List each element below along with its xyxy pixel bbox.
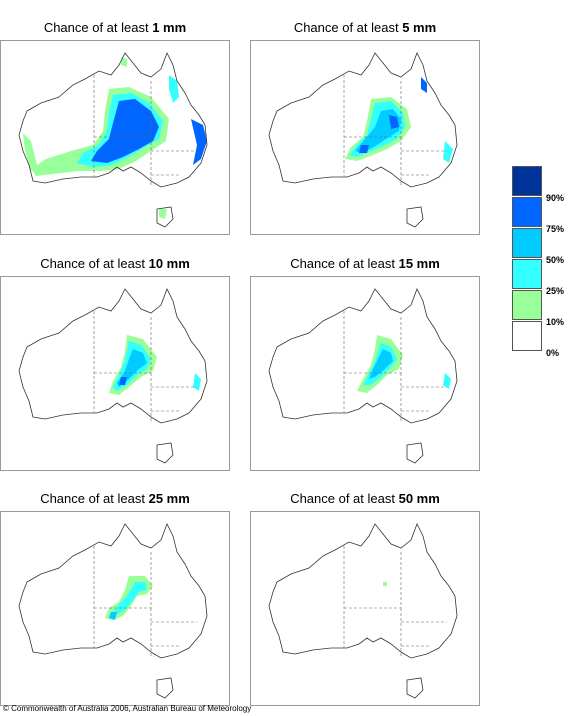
legend-label-0: 0% bbox=[546, 348, 560, 358]
panel-title-50mm: Chance of at least 50 mm bbox=[290, 491, 440, 506]
legend-swatch-0-10 bbox=[512, 321, 542, 351]
rain-probability-shading bbox=[105, 576, 153, 620]
panel-title-25mm: Chance of at least 25 mm bbox=[40, 491, 190, 506]
panel-title-15mm: Chance of at least 15 mm bbox=[290, 256, 440, 271]
panel-title-5mm: Chance of at least 5 mm bbox=[293, 20, 437, 35]
australia-map-25mm bbox=[18, 523, 208, 699]
australia-map-50mm bbox=[268, 523, 458, 699]
map-panel-1mm bbox=[0, 40, 230, 235]
legend-swatch-75-90 bbox=[512, 197, 542, 227]
coastline-outline bbox=[268, 523, 458, 699]
state-borders bbox=[93, 75, 197, 187]
rain-probability-shading bbox=[357, 335, 451, 393]
legend-label-50: 50% bbox=[546, 255, 565, 265]
panel-title-10mm: Chance of at least 10 mm bbox=[40, 256, 190, 271]
coastline-outline bbox=[18, 288, 208, 464]
coastline-outline bbox=[268, 52, 458, 228]
state-borders bbox=[343, 75, 447, 187]
legend-label-75: 75% bbox=[546, 224, 565, 234]
australia-map-5mm bbox=[268, 52, 458, 228]
legend-swatch-10-25 bbox=[512, 290, 542, 320]
legend-swatch-90-100 bbox=[512, 166, 542, 196]
panel-title-1mm: Chance of at least 1 mm bbox=[43, 20, 187, 35]
state-borders bbox=[343, 311, 447, 423]
coastline-outline bbox=[268, 288, 458, 464]
legend-label-25: 25% bbox=[546, 286, 565, 296]
rain-probability-shading bbox=[383, 582, 387, 586]
map-panel-25mm bbox=[0, 511, 230, 706]
map-panel-15mm bbox=[250, 276, 480, 471]
rain-probability-shading bbox=[109, 335, 201, 395]
legend-label-90: 90% bbox=[546, 193, 565, 203]
state-borders bbox=[93, 546, 197, 658]
rain-probability-shading bbox=[345, 77, 453, 163]
australia-map-1mm bbox=[18, 52, 208, 228]
state-borders bbox=[93, 311, 197, 423]
coastline-outline bbox=[18, 523, 208, 699]
legend-swatch-50-75 bbox=[512, 228, 542, 258]
australia-map-15mm bbox=[268, 288, 458, 464]
legend-label-10: 10% bbox=[546, 317, 565, 327]
map-panel-50mm bbox=[250, 511, 480, 706]
legend-swatch-25-50 bbox=[512, 259, 542, 289]
copyright-notice: © Commonwealth of Australia 2006, Austra… bbox=[3, 704, 252, 713]
coastline-outline bbox=[18, 52, 208, 228]
australia-map-10mm bbox=[18, 288, 208, 464]
map-panel-5mm bbox=[250, 40, 480, 235]
state-borders bbox=[343, 546, 447, 658]
rain-probability-shading bbox=[23, 57, 207, 219]
map-panel-10mm bbox=[0, 276, 230, 471]
